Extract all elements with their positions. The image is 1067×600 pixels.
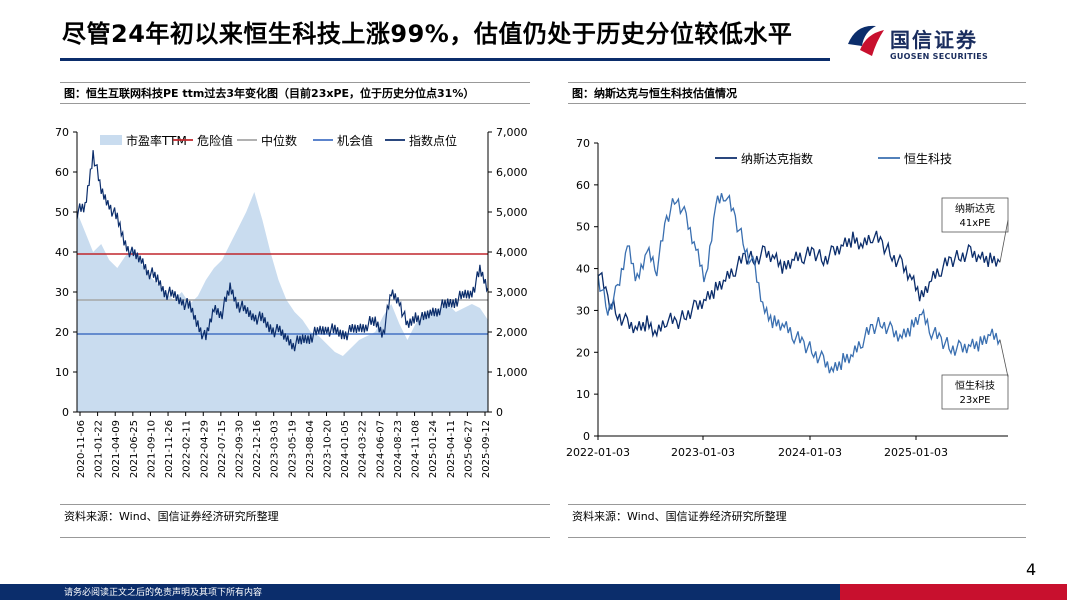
- y-tick-label: 60: [576, 179, 590, 192]
- footer-accent: [840, 584, 1067, 600]
- x-tick-label: 2021-04-09: [111, 420, 122, 478]
- title-underline: [60, 58, 830, 61]
- x-tick-label: 2021-01-22: [94, 420, 105, 478]
- y-left-tick-label: 30: [55, 286, 69, 299]
- legend-label: 纳斯达克指数: [741, 151, 813, 166]
- y-right-tick-label: 0: [496, 406, 503, 419]
- y-left-tick-label: 50: [55, 206, 69, 219]
- y-tick-label: 50: [576, 221, 590, 234]
- left-chart-source: 资料来源：Wind、国信证券经济研究所整理: [60, 504, 550, 538]
- legend-label: 恒生科技: [904, 152, 952, 166]
- brand-logo: 国信证券 GUOSEN SECURITIES: [846, 20, 1026, 66]
- x-tick-label: 2025-01-03: [884, 446, 948, 459]
- logo-english-name: GUOSEN SECURITIES: [890, 52, 989, 61]
- y-left-tick-label: 40: [55, 246, 69, 259]
- y-right-tick-label: 6,000: [496, 166, 528, 179]
- y-left-tick-label: 10: [55, 366, 69, 379]
- x-tick-label: 2022-12-16: [252, 420, 263, 478]
- x-tick-label: 2020-11-06: [76, 420, 87, 478]
- x-tick-label: 2025-01-24: [428, 420, 439, 478]
- hstech-pe-line: [597, 193, 1001, 374]
- logo-chinese-name: 国信证券: [890, 28, 978, 52]
- annotation-line2: 41xPE: [960, 218, 991, 229]
- x-tick-label: 2023-05-19: [287, 420, 298, 478]
- x-tick-label: 2022-09-30: [234, 420, 245, 478]
- index-level-line: [76, 150, 489, 352]
- annotation-box: [941, 197, 1009, 233]
- annotation-line2: 23xPE: [960, 395, 991, 406]
- x-tick-label: 2021-11-26: [164, 420, 175, 478]
- right-chart-caption: 图：纳斯达克与恒生科技估值情况: [568, 82, 1026, 104]
- x-tick-label: 2025-04-11: [446, 420, 457, 478]
- annotation-box: [941, 374, 1009, 410]
- y-right-tick-label: 1,000: [496, 366, 528, 379]
- page-number: 4: [1026, 560, 1037, 579]
- hs-internet-tech-pe-chart: 0 10 20 30 40 50 60 70 0 1,000 2,000 3,000 4,000 5,00…: [55, 126, 528, 478]
- annotation-pointer: [999, 219, 1009, 263]
- x-tick-label: 2024-06-07: [375, 420, 386, 478]
- y-left-tick-label: 0: [62, 406, 69, 419]
- y-left-tick-label: 70: [55, 126, 69, 139]
- x-tick-label: 2024-01-05: [340, 420, 351, 478]
- x-tick-label: 2023-03-03: [270, 420, 281, 478]
- y-tick-label: 30: [576, 304, 590, 317]
- y-left-tick-label: 20: [55, 326, 69, 339]
- y-tick-label: 10: [576, 388, 590, 401]
- legend-label: 危险值: [197, 133, 233, 148]
- y-tick-label: 20: [576, 346, 590, 359]
- y-right-tick-label: 4,000: [496, 246, 528, 259]
- y-left-tick-label: 60: [55, 166, 69, 179]
- annotation-line1: 恒生科技: [955, 379, 995, 392]
- footer-bar: 请务必阅读正文之后的免责声明及其项下所有内容: [0, 584, 1067, 600]
- x-tick-label: 2025-09-12: [481, 420, 492, 478]
- x-tick-label: 2024-08-23: [393, 420, 404, 478]
- y-right-tick-label: 5,000: [496, 206, 528, 219]
- y-tick-label: 40: [576, 263, 590, 276]
- y-tick-label: 0: [583, 430, 590, 443]
- y-right-tick-label: 3,000: [496, 286, 528, 299]
- left-chart-caption: 图：恒生互联网科技PE ttm过去3年变化图（目前23xPE，位于历史分位点31…: [60, 82, 530, 104]
- x-tick-label: 2023-08-04: [305, 420, 316, 478]
- annotation-line1: 纳斯达克: [955, 202, 995, 215]
- legend-swatch-pe: [100, 135, 122, 145]
- x-tick-label: 2022-01-03: [566, 446, 630, 459]
- y-tick-label: 70: [576, 137, 590, 150]
- page-title: 尽管24年初以来恒生科技上涨99%，估值仍处于历史分位较低水平: [62, 20, 793, 48]
- guosen-logo-icon: [848, 25, 884, 56]
- pe-ttm-area: [77, 192, 488, 412]
- x-tick-label: 2024-01-03: [778, 446, 842, 459]
- nasdaq-pe-line: [597, 230, 1001, 338]
- x-tick-label: 2022-04-29: [199, 420, 210, 478]
- x-tick-label: 2024-03-22: [358, 420, 369, 478]
- legend-label: 市盈率TTM: [126, 133, 187, 148]
- y-right-tick-label: 7,000: [496, 126, 528, 139]
- x-tick-label: 2022-02-11: [182, 420, 193, 478]
- legend-label: 中位数: [261, 133, 297, 148]
- annotation-pointer: [999, 339, 1009, 378]
- x-tick-label: 2023-01-03: [671, 446, 735, 459]
- y-right-tick-label: 2,000: [496, 326, 528, 339]
- x-tick-label: 2024-11-08: [411, 420, 422, 478]
- x-tick-label: 2021-09-10: [146, 420, 157, 478]
- x-tick-label: 2021-06-25: [129, 420, 140, 478]
- right-chart-source: 资料来源：Wind、国信证券经济研究所整理: [568, 504, 1026, 538]
- footer-disclaimer: 请务必阅读正文之后的免责声明及其项下所有内容: [64, 588, 263, 598]
- x-tick-label: 2022-07-15: [217, 420, 228, 478]
- legend-label: 机会值: [337, 133, 373, 148]
- nasdaq-vs-hstech-pe-chart: 0 10 20 30 40 50 60 70 2022-01-03 2023-01-03 2024-…: [566, 137, 1009, 459]
- x-tick-label: 2023-10-20: [323, 420, 334, 478]
- legend-label: 指数点位: [409, 133, 457, 148]
- x-tick-label: 2025-06-27: [463, 420, 474, 478]
